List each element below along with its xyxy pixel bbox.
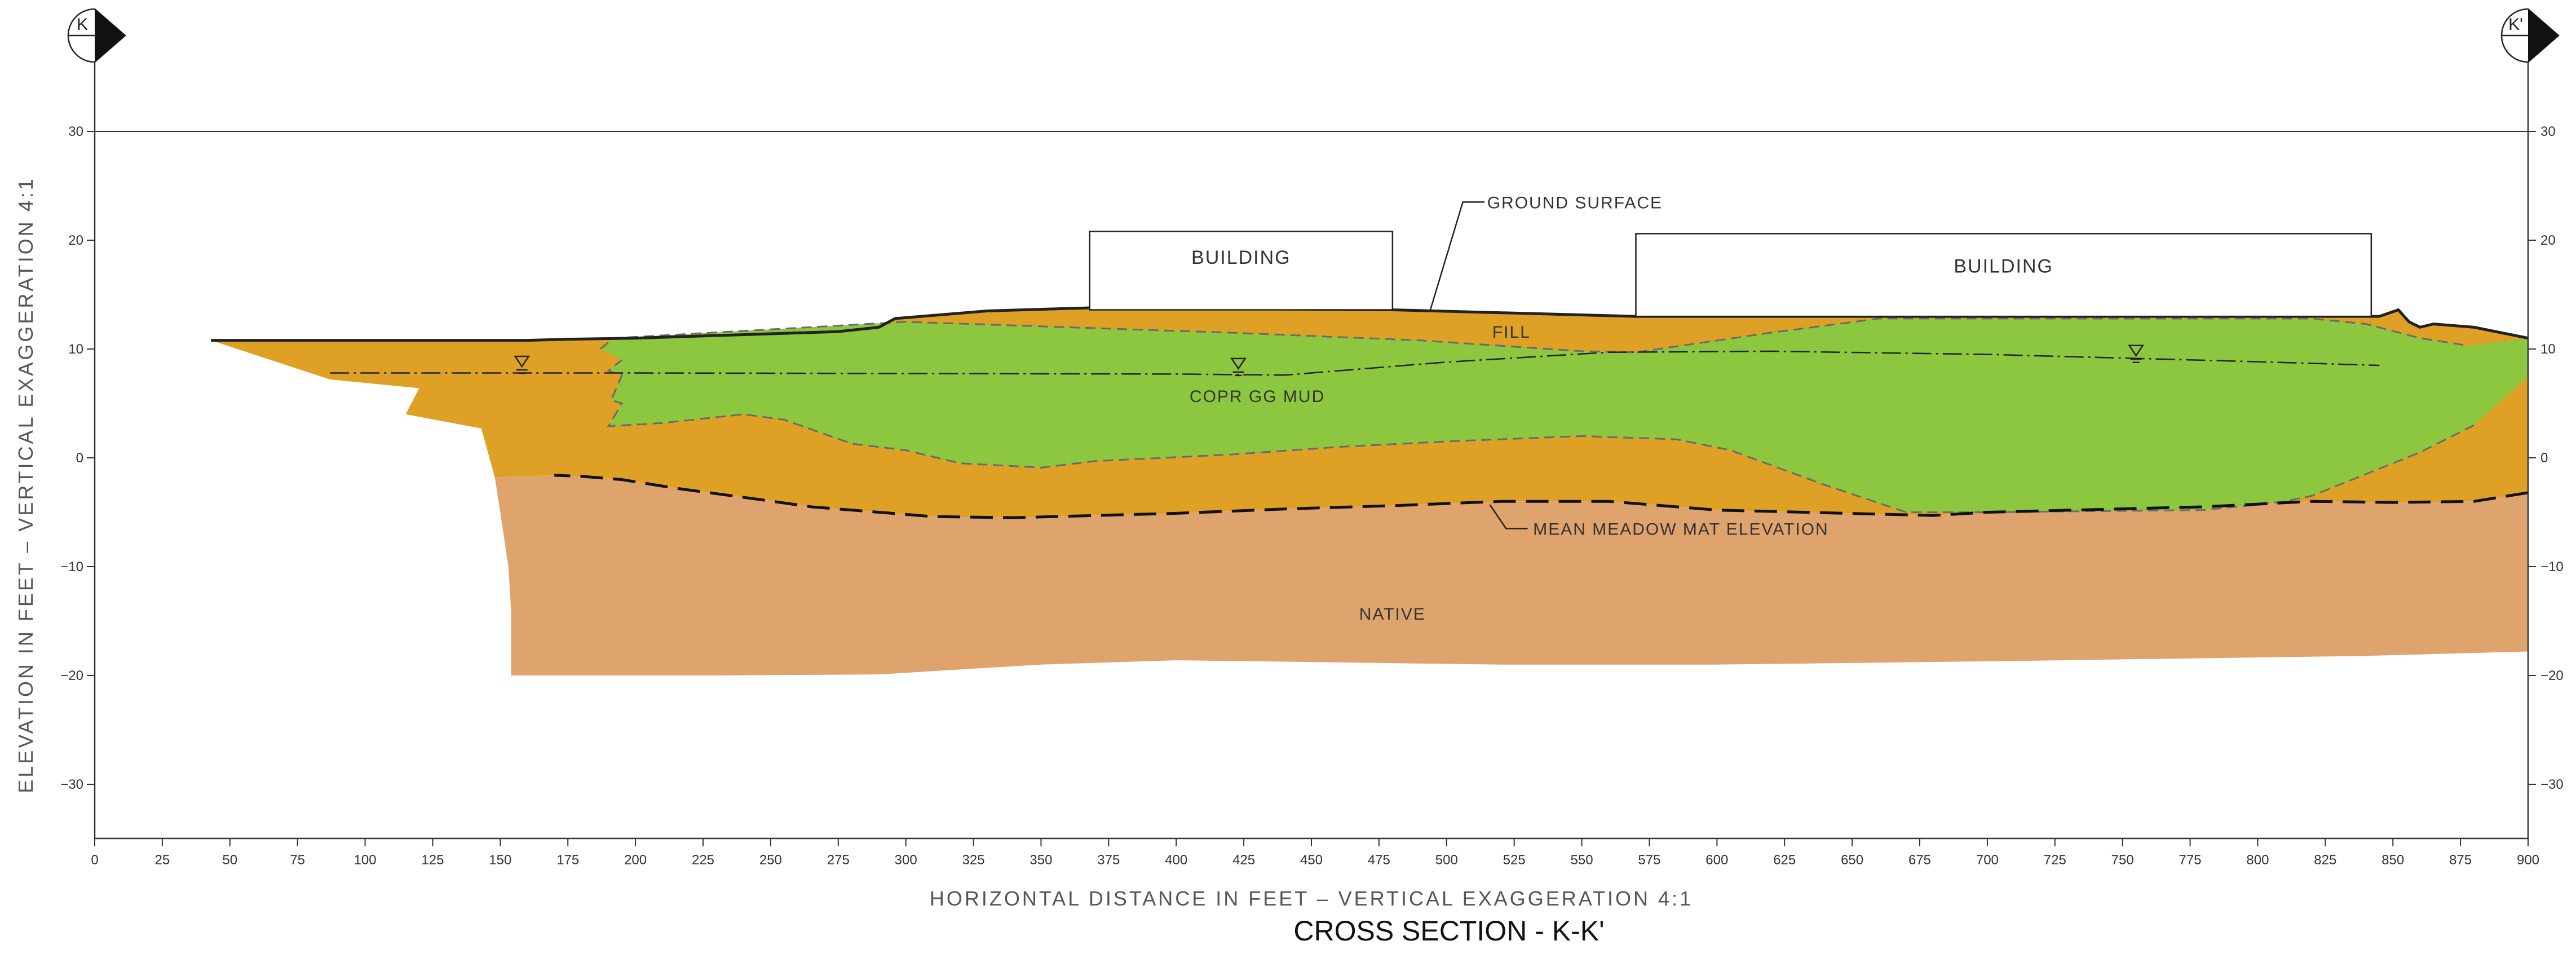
x-tick-label: 525 [1503, 853, 1526, 868]
water-table-symbol [2128, 344, 2144, 363]
x-tick-label: 200 [624, 853, 647, 868]
x-tick-label: 300 [895, 853, 917, 868]
x-tick-label: 175 [556, 853, 579, 868]
x-tick-label: 250 [759, 853, 782, 868]
x-axis-label: HORIZONTAL DISTANCE IN FEET – VERTICAL E… [930, 887, 1693, 910]
marker-right-label: K' [2508, 15, 2523, 34]
meadow-mat-label: MEAN MEADOW MAT ELEVATION [1533, 520, 1829, 538]
x-tick-label: 400 [1165, 853, 1187, 868]
x-tick-label: 650 [1841, 853, 1863, 868]
y-tick-label: 10 [68, 342, 83, 357]
x-tick-label: 750 [2111, 853, 2134, 868]
x-tick-label: 350 [1029, 853, 1052, 868]
native-label: NATIVE [1359, 605, 1426, 624]
marker-left-arrow [95, 9, 125, 62]
x-tick-label: 425 [1232, 853, 1255, 868]
meadow-mat-leader [1489, 504, 1528, 529]
x-tick-label: 325 [962, 853, 985, 868]
native-unit [494, 475, 2529, 675]
section-marker-right: K' [2500, 8, 2560, 63]
x-tick-label: 700 [1976, 853, 1999, 868]
x-tick-label: 225 [692, 853, 714, 868]
marker-left-label: K [77, 15, 88, 34]
section-marker-left: K [67, 8, 126, 63]
x-tick-label: 875 [2449, 853, 2472, 868]
y-tick-label: −10 [60, 559, 83, 575]
y-tick-label: −30 [2540, 777, 2564, 792]
figure-title: CROSS SECTION - K-K' [1293, 915, 1604, 947]
ground-surface-label: GROUND SURFACE [1487, 193, 1663, 212]
x-tick-label: 150 [489, 853, 511, 868]
y-tick-label: −20 [2540, 668, 2564, 683]
x-tick-label: 125 [421, 853, 444, 868]
water-table-line [330, 350, 2380, 376]
y-tick-label: 10 [2540, 342, 2556, 357]
x-tick-label: 725 [2044, 853, 2066, 868]
x-tick-label: 675 [1908, 853, 1931, 868]
building-2-label: BUILDING [1954, 255, 2053, 277]
x-tick-label: 275 [827, 853, 850, 868]
x-tick-label: 825 [2314, 853, 2336, 868]
building-2 [1635, 233, 2372, 317]
x-tick-label: 75 [290, 853, 305, 868]
water-table-symbol [514, 355, 531, 374]
x-tick-label: 600 [1705, 853, 1728, 868]
x-tick-label: 475 [1368, 853, 1390, 868]
mud-label: COPR GG MUD [1190, 387, 1325, 406]
y-tick-label: −10 [2540, 559, 2564, 575]
x-tick-label: 50 [222, 853, 237, 868]
marker-right-arrow [2528, 9, 2559, 62]
water-table-symbols [514, 344, 2144, 377]
y-tick-label: 30 [68, 124, 83, 139]
building-1-label: BUILDING [1191, 247, 1291, 268]
x-tick-label: 25 [155, 853, 170, 868]
y-axis-ticks: 30 30 20 20 10 10 0 0 −10 −10 −20 −20 −30 −30 [60, 124, 2563, 792]
x-tick-label: 850 [2381, 853, 2404, 868]
geologic-units [211, 307, 2529, 675]
x-tick-label: 375 [1097, 853, 1120, 868]
x-tick-label: 775 [2179, 853, 2202, 868]
y-axis-label: ELEVATION IN FEET – VERTICAL EXAGGERATIO… [14, 176, 37, 793]
x-tick-label: 800 [2246, 853, 2269, 868]
copr-gg-mud-unit [600, 319, 2528, 513]
x-axis-ticks: 0 25 50 75 100 125 150 175 200 225 250 275 300 325 350… [91, 838, 2539, 868]
y-tick-label: −20 [60, 668, 83, 683]
buildings [1089, 231, 2372, 317]
x-tick-label: 550 [1571, 853, 1593, 868]
x-tick-label: 0 [91, 853, 98, 868]
y-tick-label: 20 [2540, 233, 2556, 248]
x-tick-label: 625 [1773, 853, 1796, 868]
y-tick-label: −30 [60, 777, 83, 792]
x-tick-label: 500 [1435, 853, 1458, 868]
y-tick-label: 0 [76, 450, 83, 466]
y-tick-label: 30 [2540, 124, 2556, 139]
y-tick-label: 20 [68, 233, 83, 248]
water-table-symbol [1230, 357, 1247, 377]
building-1 [1089, 231, 1394, 311]
x-tick-label: 575 [1638, 853, 1660, 868]
fill-label: FILL [1492, 323, 1531, 342]
x-tick-label: 100 [354, 853, 377, 868]
ground-surface-leader [1429, 201, 1484, 310]
y-tick-label: 0 [2540, 450, 2548, 466]
x-tick-label: 450 [1300, 853, 1323, 868]
x-tick-label: 900 [2517, 853, 2539, 868]
meadow-mat-line [554, 474, 2529, 519]
